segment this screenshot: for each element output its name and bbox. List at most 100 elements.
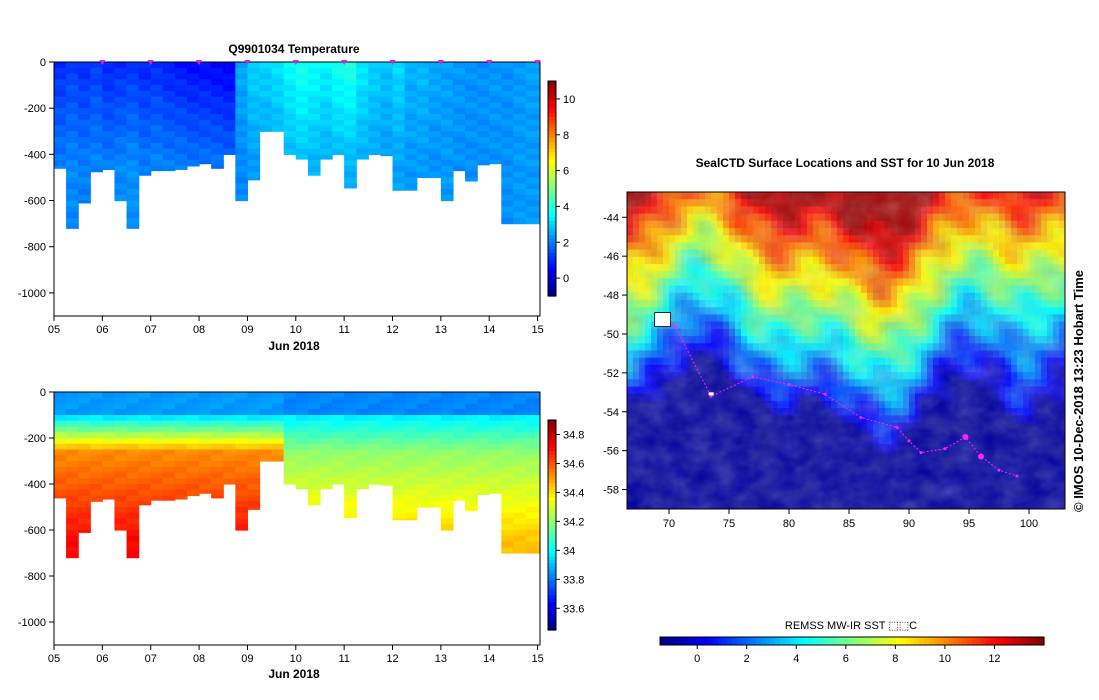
profile-cell (126, 484, 140, 491)
profile-cell (452, 461, 466, 468)
profile-cell (319, 119, 333, 127)
profile-cell (211, 484, 224, 491)
profile-cell (307, 171, 321, 176)
profile-cell (295, 409, 309, 416)
profile-cell (344, 67, 357, 75)
profile-cell (102, 85, 116, 92)
profile-cell (368, 438, 382, 445)
profile-cell (162, 154, 176, 161)
profile-cell (247, 397, 261, 405)
profile-cell (404, 455, 418, 462)
colorbar-swatch (548, 159, 556, 165)
profile-cell (452, 108, 466, 115)
profile-cell (138, 119, 152, 127)
profile-cell (368, 403, 382, 410)
colorbar-swatch (548, 623, 556, 628)
x-tick-label: 10 (290, 653, 302, 665)
profile-cell (211, 392, 224, 399)
profile-cell (211, 90, 224, 98)
profile-cell (513, 212, 527, 219)
profile-cell (307, 420, 321, 428)
profile-cell (416, 409, 430, 416)
profile-cell (319, 415, 333, 422)
profile-cell (501, 154, 515, 161)
profile-cell (501, 512, 515, 520)
profile-cell (356, 73, 369, 80)
profile-cell (452, 409, 466, 416)
profile-cell (174, 165, 188, 170)
profile-cell (368, 455, 382, 462)
profile-cell (138, 432, 152, 439)
profile-cell (392, 171, 406, 179)
profile-cell (126, 443, 140, 451)
profile-cell (235, 455, 249, 462)
profile-cell (380, 148, 394, 155)
profile-cell (332, 67, 345, 75)
profile-cell (452, 466, 466, 474)
profile-cell (126, 223, 140, 229)
profile-cell (235, 142, 249, 150)
profile-cell (271, 73, 285, 80)
profile-cell (489, 137, 502, 144)
profile-cell (66, 512, 79, 520)
profile-cell (501, 90, 515, 98)
profile-cell (513, 426, 527, 433)
profile-cell (66, 79, 79, 86)
colorbar-swatch (548, 109, 556, 114)
colorbar-swatch (548, 102, 556, 107)
profile-cell (174, 62, 188, 69)
colorbar-swatch (548, 213, 556, 218)
profile-cell (114, 443, 128, 451)
profile-cell (440, 113, 454, 121)
profile-cell (513, 102, 527, 109)
profile-cell (307, 426, 321, 433)
profile-cell (90, 495, 103, 502)
profile-cell (247, 102, 261, 109)
colorbar-swatch (548, 238, 556, 243)
profile-cell (126, 392, 140, 399)
profile-cell (186, 461, 200, 468)
profile-cell (186, 420, 200, 428)
profile-cell (138, 426, 152, 433)
profile-cell (235, 392, 249, 399)
profile-cell (513, 524, 527, 531)
profile-cell (428, 108, 442, 115)
profile-cell (356, 466, 369, 474)
profile-cell (295, 85, 309, 92)
profile-cell (513, 438, 527, 445)
profile-cell (126, 512, 140, 520)
profile-cell (90, 165, 103, 173)
profile-cell (392, 392, 406, 399)
profile-cell (501, 397, 515, 405)
colorbar-swatch (548, 292, 556, 297)
profile-cell (186, 160, 200, 167)
profile-cell (199, 67, 212, 75)
profile-cell (319, 108, 333, 115)
profile-cell (295, 461, 309, 468)
profile-cell (392, 461, 406, 468)
profile-cell (295, 484, 309, 490)
profile-cell (283, 478, 297, 485)
profile-cell (223, 131, 236, 138)
profile-cell (489, 79, 502, 86)
profile-cell (501, 125, 515, 132)
profile-cell (392, 148, 406, 155)
profile-cell (416, 171, 430, 179)
profile-cell (501, 455, 515, 462)
profile-cell (162, 443, 176, 451)
profile-cell (416, 119, 430, 127)
profile-cell (501, 409, 515, 416)
profile-cell (271, 438, 285, 445)
profile-cell (199, 392, 212, 399)
profile-cell (90, 96, 103, 104)
profile-cell (356, 392, 369, 399)
profile-cell (465, 62, 478, 69)
profile-cell (477, 415, 490, 422)
profile-cell (186, 466, 200, 474)
profile-cell (513, 409, 527, 416)
profile-cell (54, 489, 67, 497)
profile-cell (513, 478, 527, 485)
profile-cell (114, 62, 128, 69)
profile-cell (428, 90, 442, 98)
